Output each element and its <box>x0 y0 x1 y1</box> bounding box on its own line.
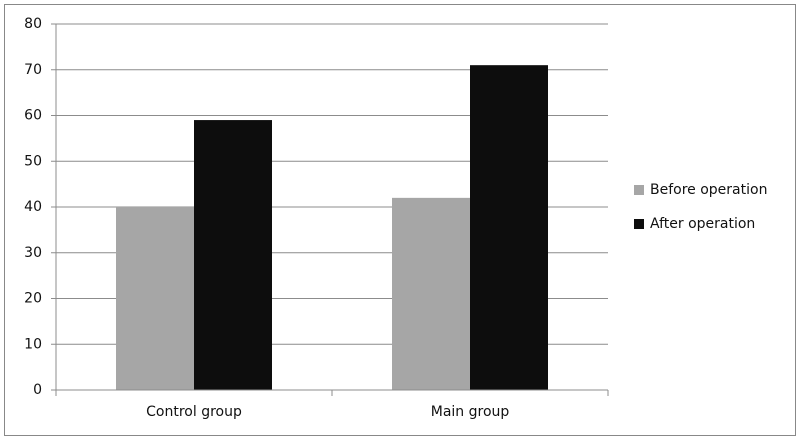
y-tick-label: 50 <box>24 153 42 169</box>
legend-swatch <box>634 185 644 195</box>
y-tick-label: 0 <box>33 382 42 398</box>
bar <box>116 207 194 390</box>
y-tick-label: 80 <box>24 16 42 32</box>
y-tick-label: 10 <box>24 336 42 352</box>
bar <box>470 65 548 391</box>
y-tick-label: 30 <box>24 245 42 261</box>
x-tick-label: Control group <box>146 404 242 420</box>
y-tick-label: 40 <box>24 199 42 215</box>
bar <box>392 197 470 390</box>
bar <box>194 120 272 390</box>
y-tick-label: 20 <box>24 291 42 307</box>
legend-label: Before operation <box>650 182 767 198</box>
legend-label: After operation <box>650 216 755 232</box>
x-tick-label: Main group <box>431 404 510 420</box>
y-tick-label: 60 <box>24 108 42 124</box>
legend-swatch <box>634 219 644 229</box>
y-tick-label: 70 <box>24 62 42 78</box>
